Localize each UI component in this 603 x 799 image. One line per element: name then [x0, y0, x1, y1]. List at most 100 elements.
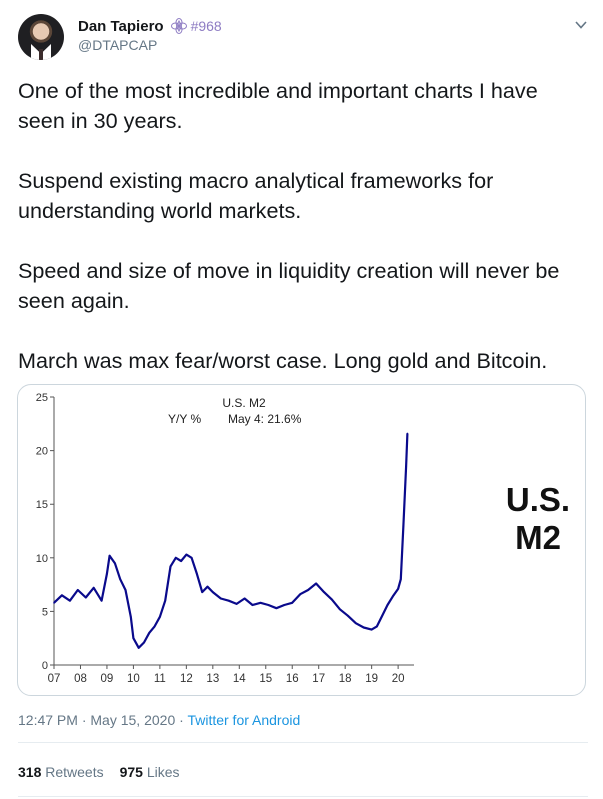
tweet-header: Dan Tapiero #968 @DTAPCAP — [18, 14, 588, 60]
data-point — [259, 602, 262, 604]
x-tick-label: 18 — [339, 673, 352, 685]
chart-title: U.S. M2 — [222, 396, 266, 410]
x-tick-label: 13 — [206, 673, 219, 685]
data-point — [212, 591, 214, 593]
data-point — [347, 614, 349, 617]
avatar-tie — [39, 49, 43, 60]
data-point — [153, 625, 156, 628]
data-point — [267, 604, 270, 606]
x-tick-label: 09 — [101, 673, 114, 685]
data-point — [227, 599, 230, 602]
data-point — [114, 562, 116, 564]
chart-side-label: U.S. M2 — [488, 481, 585, 557]
author-tag[interactable]: #968 — [190, 18, 222, 34]
x-tick-label: 20 — [392, 673, 405, 685]
x-tick-label: 17 — [312, 673, 325, 685]
chart-side-label-line1: U.S. — [505, 481, 571, 518]
data-point — [381, 614, 384, 617]
chart-subtitle-right: May 4: 21.6% — [228, 412, 302, 426]
data-point — [169, 565, 172, 568]
data-point — [53, 602, 55, 604]
retweets-stat[interactable]: 318 Retweets — [18, 764, 104, 780]
author-row: Dan Tapiero #968 — [78, 16, 222, 36]
y-tick-label: 20 — [36, 446, 48, 458]
chevron-down-icon[interactable] — [574, 18, 588, 32]
data-point — [362, 626, 365, 629]
x-tick-label: 11 — [154, 673, 166, 685]
data-point — [201, 591, 204, 593]
tweet-paragraph: Suspend existing macro analytical framew… — [18, 168, 494, 223]
data-point — [190, 557, 193, 559]
data-point — [77, 589, 79, 591]
data-point — [124, 589, 127, 591]
tweet-paragraph: Speed and size of move in liquidity crea… — [18, 258, 560, 313]
data-point — [323, 591, 325, 593]
divider — [18, 742, 588, 743]
data-point — [106, 573, 108, 575]
meta-separator: · — [175, 712, 188, 728]
x-tick-label: 07 — [48, 673, 61, 685]
data-point — [291, 602, 294, 604]
tweet-paragraph: One of the most incredible and important… — [18, 78, 538, 133]
data-point — [143, 641, 145, 644]
data-point — [206, 585, 209, 588]
series-line-m2 — [53, 433, 409, 649]
data-point — [299, 593, 301, 596]
likes-label: Likes — [146, 764, 180, 780]
x-tick-label: 12 — [180, 673, 193, 685]
data-point — [84, 596, 87, 599]
author-name[interactable]: Dan Tapiero — [78, 17, 164, 35]
data-point — [164, 599, 166, 602]
data-point — [243, 597, 246, 600]
divider — [18, 796, 588, 797]
data-point — [196, 573, 198, 575]
data-point — [137, 647, 140, 649]
data-point — [376, 625, 378, 628]
x-tick-label: 08 — [74, 673, 87, 685]
avatar[interactable] — [18, 14, 64, 60]
retweets-label: Retweets — [45, 764, 104, 780]
tweet-meta: 12:47 PM · May 15, 2020 · Twitter for An… — [18, 712, 300, 728]
tweet-text: One of the most incredible and important… — [18, 76, 588, 376]
data-point — [159, 615, 161, 618]
y-tick-label: 10 — [36, 553, 48, 565]
y-tick-label: 0 — [42, 660, 48, 672]
data-point — [331, 598, 333, 601]
data-point — [119, 578, 121, 581]
m2-chart: 0 5 10 15 20 25 07 08 09 10 11 12 13 14 15 16 17 18 19 20 U.… — [36, 392, 414, 685]
data-point — [397, 588, 399, 590]
data-point — [100, 599, 103, 602]
data-point — [129, 615, 132, 618]
data-point — [315, 582, 317, 585]
data-point — [402, 524, 405, 527]
x-tick-label: 14 — [233, 673, 246, 685]
data-point — [148, 632, 151, 634]
likes-count: 975 — [119, 764, 143, 780]
data-point — [405, 465, 407, 468]
x-tick-label: 19 — [365, 673, 378, 685]
tweet-stats: 318 Retweets 975 Likes — [18, 764, 180, 780]
likes-stat[interactable]: 975 Likes — [120, 764, 180, 780]
data-point — [251, 604, 254, 606]
data-point — [180, 560, 182, 562]
data-point — [108, 554, 111, 557]
chart-image[interactable]: 0 5 10 15 20 25 07 08 09 10 11 12 13 14 15 16 17 18 19 20 U.… — [17, 384, 586, 696]
data-point — [283, 604, 286, 606]
y-tick-label: 15 — [36, 499, 48, 511]
x-tick-label: 10 — [127, 673, 140, 685]
author-handle[interactable]: @DTAPCAP — [78, 37, 158, 53]
tweet-source-link[interactable]: Twitter for Android — [187, 712, 301, 728]
x-tick-label: 16 — [286, 673, 299, 685]
tweet-paragraph: March was max fear/worst case. Long gold… — [18, 348, 548, 373]
data-point — [307, 589, 309, 591]
tweet-date[interactable]: May 15, 2020 — [90, 712, 176, 728]
tweet-time[interactable]: 12:47 PM — [18, 712, 78, 728]
data-point — [69, 599, 71, 602]
data-point — [235, 603, 238, 605]
data-point — [339, 608, 341, 611]
x-tick-label: 15 — [259, 673, 272, 685]
data-point — [370, 628, 373, 631]
data-point — [92, 587, 95, 589]
y-tick-label: 5 — [42, 606, 48, 618]
data-point — [185, 553, 188, 556]
